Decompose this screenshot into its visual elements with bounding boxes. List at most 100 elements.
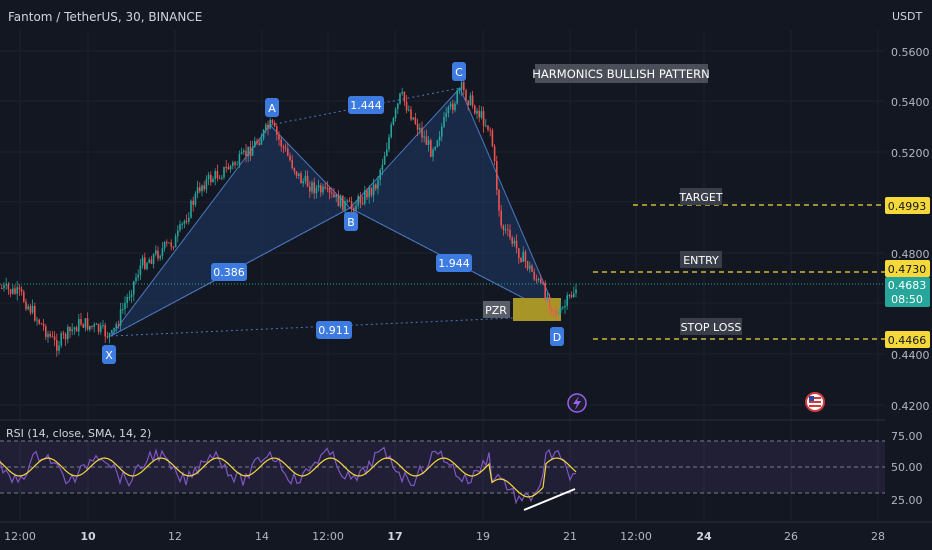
candle-body bbox=[353, 208, 355, 212]
lightning-icon[interactable] bbox=[567, 393, 587, 413]
stop-label: STOP LOSS bbox=[681, 321, 742, 334]
candle-body bbox=[388, 137, 390, 150]
candle-body bbox=[106, 336, 109, 338]
candle-body bbox=[122, 309, 124, 311]
price-tick: 0.4800 bbox=[891, 248, 930, 261]
candle-body bbox=[185, 220, 188, 222]
candle-body bbox=[469, 95, 472, 105]
candle-body bbox=[168, 242, 170, 244]
candle-body bbox=[328, 187, 331, 193]
candle-body bbox=[137, 274, 139, 278]
candle-body bbox=[399, 93, 401, 104]
candle-body bbox=[203, 185, 205, 190]
candle-body bbox=[474, 105, 476, 114]
candle-body bbox=[452, 103, 454, 111]
candle-body bbox=[117, 324, 120, 326]
candle-body bbox=[298, 173, 300, 176]
candle-body bbox=[564, 305, 566, 308]
candle-body bbox=[34, 305, 36, 321]
candle-body bbox=[454, 103, 456, 111]
candle-body bbox=[478, 110, 480, 118]
ratio-xd: 0.911 bbox=[316, 321, 352, 339]
candle-body bbox=[531, 265, 533, 272]
candle-body bbox=[179, 224, 181, 231]
candle-body bbox=[251, 147, 254, 156]
candle-body bbox=[183, 220, 186, 224]
time-axis[interactable]: 12:00 10 12 14 12:00 17 19 21 12:00 24 2… bbox=[4, 530, 885, 543]
candle-body bbox=[346, 200, 348, 202]
candle-body bbox=[225, 166, 227, 168]
candle-body bbox=[414, 117, 417, 124]
candle-body bbox=[480, 111, 483, 118]
candle-body bbox=[221, 177, 223, 179]
candle-body bbox=[304, 175, 307, 182]
candle-body bbox=[265, 124, 267, 130]
candle-body bbox=[522, 251, 524, 262]
candle-body bbox=[348, 200, 351, 202]
candle-body bbox=[84, 318, 87, 328]
candle-body bbox=[487, 125, 489, 130]
candle-body bbox=[291, 160, 293, 169]
candle-body bbox=[372, 184, 375, 196]
xab-triangle bbox=[110, 124, 351, 337]
candlestick-series bbox=[1, 79, 577, 357]
candle-body bbox=[394, 109, 397, 119]
candle-body bbox=[256, 141, 258, 143]
candle-body bbox=[190, 200, 192, 218]
price-tick: 0.5400 bbox=[891, 96, 930, 109]
symbol-title[interactable]: Fantom / TetherUS, 30, BINANCE bbox=[8, 10, 202, 24]
candle-body bbox=[359, 196, 362, 203]
stop-price: 0.4466 bbox=[888, 334, 927, 347]
candle-body bbox=[315, 187, 318, 194]
rsi-tick: 50.00 bbox=[891, 461, 923, 474]
candle-body bbox=[172, 246, 175, 248]
candle-body bbox=[331, 192, 333, 194]
candle-body bbox=[526, 261, 529, 269]
candle-body bbox=[401, 91, 403, 94]
candle-body bbox=[86, 318, 89, 330]
candle-body bbox=[289, 155, 291, 161]
candle-body bbox=[18, 287, 21, 290]
candle-body bbox=[412, 117, 414, 120]
candle-body bbox=[53, 336, 56, 341]
candle-body bbox=[148, 259, 150, 264]
candle-body bbox=[97, 323, 100, 332]
candle-body bbox=[386, 149, 388, 156]
price-axis[interactable]: 0.5600 0.5400 0.5200 0.4800 0.4400 0.420… bbox=[891, 46, 930, 413]
candle-body bbox=[463, 82, 465, 91]
candle-body bbox=[5, 283, 7, 286]
candle-body bbox=[375, 184, 377, 189]
candle-body bbox=[271, 119, 274, 123]
candle-body bbox=[364, 190, 366, 204]
candle-body bbox=[113, 327, 115, 331]
candle-body bbox=[449, 103, 452, 107]
candle-body bbox=[108, 333, 111, 338]
rsi-title[interactable]: RSI (14, close, SMA, 14, 2) bbox=[6, 427, 151, 440]
candle-body bbox=[300, 173, 302, 184]
us-flag-event-icon[interactable] bbox=[805, 392, 825, 412]
candle-body bbox=[456, 90, 458, 104]
candle-body bbox=[524, 251, 527, 262]
candle-body bbox=[188, 217, 190, 222]
candle-body bbox=[157, 250, 159, 259]
point-a-label: A bbox=[268, 102, 276, 115]
candle-body bbox=[139, 265, 142, 275]
candle-body bbox=[313, 182, 315, 194]
pzr-zone bbox=[513, 298, 561, 321]
candle-body bbox=[16, 287, 18, 294]
entry-label: ENTRY bbox=[683, 254, 719, 267]
candle-body bbox=[311, 182, 313, 192]
candle-body bbox=[397, 103, 399, 110]
candle-body bbox=[144, 257, 146, 270]
candle-body bbox=[489, 129, 491, 131]
currency-label: USDT bbox=[892, 10, 923, 23]
candle-body bbox=[267, 124, 269, 129]
candle-body bbox=[278, 134, 280, 140]
candle-body bbox=[465, 90, 467, 101]
candle-body bbox=[383, 155, 386, 165]
candle-body bbox=[498, 189, 500, 211]
candle-body bbox=[471, 95, 474, 106]
candle-body bbox=[64, 334, 67, 340]
candle-body bbox=[502, 225, 505, 230]
